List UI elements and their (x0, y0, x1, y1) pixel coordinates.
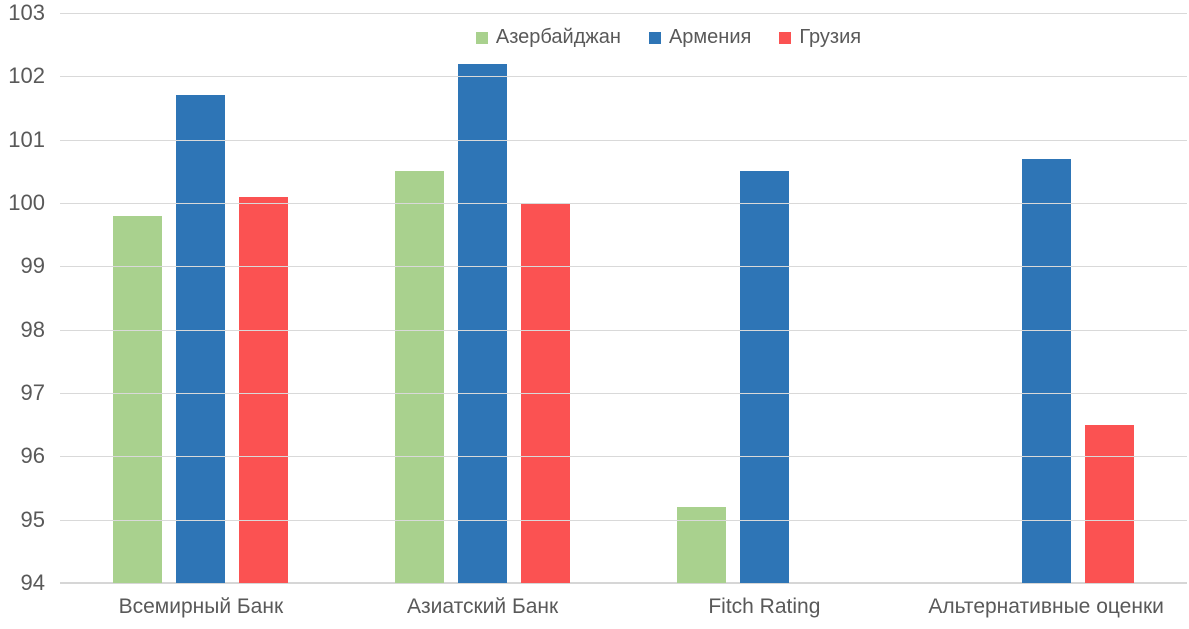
y-tick-label-95: 95 (20, 506, 45, 532)
bar-slot-series1-cat1 (458, 13, 508, 583)
y-tick-label-100: 100 (8, 190, 45, 215)
gridline-103 (60, 13, 1187, 14)
x-category-label-3: Альтернативные оценки (928, 595, 1164, 618)
gridline-98 (60, 329, 1187, 331)
bar-slot-series2-cat2 (803, 13, 852, 583)
bar-group-1 (342, 13, 624, 583)
legend-label-2: Грузия (799, 26, 862, 48)
bar-series2-cat3 (1084, 424, 1134, 583)
legend: Азербайджан Армения Грузия (148, 26, 1189, 49)
bar-slot-series2-cat1 (521, 13, 571, 583)
bar-series2-cat0 (239, 196, 289, 583)
bar-group-0 (60, 13, 342, 583)
bar-series1-cat3 (1021, 158, 1071, 583)
y-tick-label-94: 94 (20, 570, 45, 595)
bar-series0-cat0 (113, 215, 163, 583)
gridline-100 (60, 203, 1187, 204)
x-axis-baseline (60, 582, 1187, 584)
y-tick-label-96: 96 (20, 443, 45, 469)
bar-series0-cat1 (395, 171, 445, 583)
legend-item-1: Армения (648, 26, 752, 49)
y-tick-label-98: 98 (20, 316, 45, 342)
legend-swatch-icon (779, 31, 792, 44)
legend-item-0: Азербайджан (475, 26, 621, 49)
bar-series1-cat0 (176, 95, 226, 583)
bar-series0-cat2 (676, 507, 726, 583)
gridline-95 (60, 519, 1187, 521)
bar-slot-series2-cat0 (239, 13, 289, 583)
legend-label-0: Азербайджан (495, 26, 621, 48)
bar-series1-cat2 (739, 171, 789, 583)
x-category-label-2: Fitch Rating (708, 595, 821, 618)
y-tick-label-103: 103 (8, 0, 45, 25)
bar-groups (60, 13, 1187, 583)
gridline-99 (60, 266, 1187, 268)
y-tick-label-99: 99 (20, 253, 45, 279)
gridline-97 (60, 393, 1187, 394)
plot-area (60, 13, 1187, 584)
legend-swatch-icon (648, 31, 661, 44)
y-tick-label-97: 97 (20, 380, 45, 405)
bar-slot-series1-cat3 (1021, 13, 1071, 583)
legend-swatch-icon (475, 31, 488, 44)
bar-slot-series1-cat0 (176, 13, 226, 583)
bar-slot-series0-cat3 (959, 13, 1008, 583)
bar-slot-series0-cat2 (676, 13, 726, 583)
bar-slot-series1-cat2 (739, 13, 789, 583)
x-category-label-1: Азиатский Банк (407, 595, 559, 618)
bar-slot-series2-cat3 (1084, 13, 1134, 583)
y-axis: 94 95 96 97 98 99 100 101 102 103 (0, 0, 45, 595)
bar-slot-series0-cat1 (395, 13, 445, 583)
y-tick-label-102: 102 (8, 63, 45, 89)
gridline-101 (60, 139, 1187, 141)
x-category-label-0: Всемирный Банк (118, 595, 284, 618)
gridline-96 (60, 456, 1187, 458)
bar-group-3 (905, 13, 1187, 583)
gridline-102 (60, 76, 1187, 78)
bar-slot-series0-cat0 (113, 13, 163, 583)
y-tick-label-101: 101 (8, 126, 45, 152)
x-axis: Всемирный Банк Азиатский Банк Fitch Rating… (60, 595, 1187, 619)
bar-group-2 (624, 13, 906, 583)
legend-label-1: Армения (668, 26, 752, 48)
bar-series1-cat1 (458, 63, 508, 583)
legend-item-2: Грузия (779, 26, 861, 49)
